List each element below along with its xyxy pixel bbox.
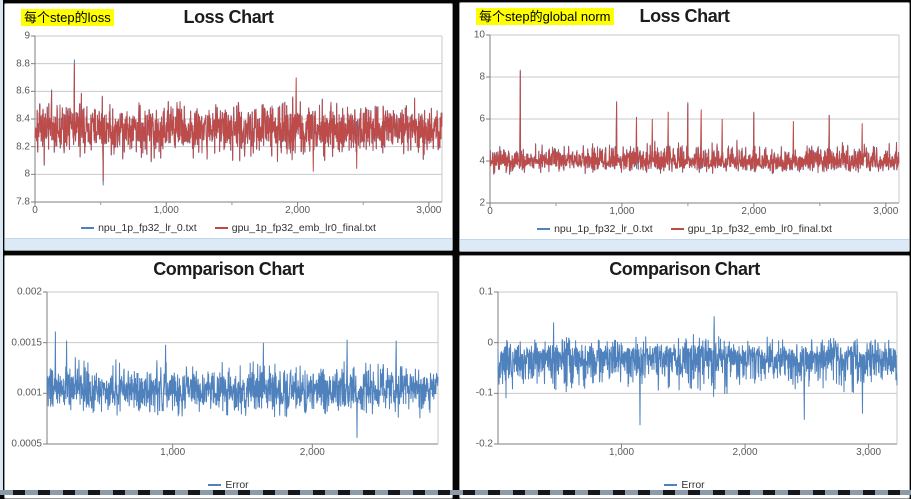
y-axis-tick-label: 8 xyxy=(479,71,485,83)
chart-title: Comparison Chart xyxy=(609,259,760,279)
plot-area: 0.1 0 -0.1 -0.2 1,000 2,000 3,000 xyxy=(476,287,898,458)
y-axis-tick-label: 0.002 xyxy=(16,286,42,298)
chart-canvas xyxy=(486,34,900,207)
series-gpu_1p_fp32_emb_lr0_final.txt xyxy=(34,63,443,182)
comparison-chart-panel-left: Comparison Chart 0.002 0.0015 0.001 0.0005 1… xyxy=(4,255,453,499)
series-Error xyxy=(46,331,439,438)
y-axis-tick-label: 0 xyxy=(487,337,493,349)
legend-item: Error xyxy=(208,479,249,491)
legend-line-marker xyxy=(537,228,551,230)
x-axis-tick-label: 2,000 xyxy=(732,447,758,458)
y-axis-tick-label: 0.0015 xyxy=(11,337,42,349)
chart-legend: npu_1p_fp32_lr_0.txt gpu_1p_fp32_emb_lr0_… xyxy=(5,222,452,234)
legend-label: gpu_1p_fp32_emb_lr0_final.txt xyxy=(687,223,832,235)
screenshot-bottom-dashed-edge xyxy=(0,490,911,495)
y-axis-tick-label: 8.2 xyxy=(16,141,30,153)
y-axis-tick-label: 2 xyxy=(479,197,485,209)
y-axis-tick-label: 4 xyxy=(479,155,485,167)
legend-item: npu_1p_fp32_lr_0.txt xyxy=(81,222,197,234)
x-axis-tick-label: 3,000 xyxy=(856,447,882,458)
legend-line-marker xyxy=(214,227,228,229)
y-axis-tick-label: -0.2 xyxy=(475,438,493,450)
x-axis-tick-label: 1,000 xyxy=(160,447,186,458)
loss-chart-panel-left: 每个step的loss Loss Chart 9 8.8 8.6 8.4 8.2 8 7.8… xyxy=(4,3,453,251)
legend-line-marker xyxy=(664,484,678,486)
legend-item: Error xyxy=(664,479,705,491)
y-axis-tick-label: 6 xyxy=(479,113,485,125)
chart-title: Loss Chart xyxy=(183,7,274,27)
y-axis-tick-label: 7.8 xyxy=(16,196,30,208)
x-axis-tick-label: 3,000 xyxy=(873,206,899,217)
chart-canvas xyxy=(43,291,439,448)
legend-item: gpu_1p_fp32_emb_lr0_final.txt xyxy=(214,222,376,234)
series-Error xyxy=(497,316,898,426)
loss-chart-panel-right: 每个step的global norm Loss Chart 10 8 6 4 2 0 1,0… xyxy=(459,2,910,252)
x-axis-tick-label: 1,000 xyxy=(153,205,179,216)
legend-line-marker xyxy=(208,484,222,486)
y-axis-tick-label: 8 xyxy=(24,168,30,180)
y-axis-tick-label: 8.6 xyxy=(16,85,30,97)
x-axis-tick-label: 3,000 xyxy=(416,205,442,216)
chart-canvas xyxy=(494,291,898,448)
y-axis-tick-label: 10 xyxy=(473,29,485,41)
chart-title: Comparison Chart xyxy=(153,259,304,279)
legend-label: Error xyxy=(225,479,249,491)
y-axis-tick-label: 8.8 xyxy=(16,58,30,70)
x-axis-tick-label: 0 xyxy=(32,205,38,216)
plot-area: 9 8.8 8.6 8.4 8.2 8 7.8 0 1,000 2,000 3,000 xyxy=(16,31,443,216)
x-axis-tick-label: 2,000 xyxy=(299,447,325,458)
panel-footer-strip xyxy=(5,238,452,250)
legend-label: npu_1p_fp32_lr_0.txt xyxy=(98,222,197,234)
legend-label: gpu_1p_fp32_emb_lr0_final.txt xyxy=(231,222,376,234)
y-axis-tick-label: 0.1 xyxy=(479,286,493,298)
legend-label: Error xyxy=(681,479,705,491)
legend-line-marker xyxy=(81,227,95,229)
x-axis-tick-label: 2,000 xyxy=(285,205,311,216)
chart-legend: Error xyxy=(5,479,452,491)
chart-title: Loss Chart xyxy=(639,6,730,26)
series-gpu_1p_fp32_emb_lr0_final.txt xyxy=(489,71,900,174)
x-axis-tick-label: 0 xyxy=(487,206,493,217)
y-axis-tick-label: -0.1 xyxy=(475,387,493,399)
x-axis-tick-label: 2,000 xyxy=(741,206,767,217)
chart-legend: Error xyxy=(460,479,909,491)
panel-footer-strip xyxy=(460,239,909,251)
legend-item: npu_1p_fp32_lr_0.txt xyxy=(537,223,653,235)
page-left-blue-strip xyxy=(0,0,3,495)
x-axis-tick-label: 1,000 xyxy=(609,206,635,217)
y-axis-tick-label: 0.001 xyxy=(16,387,42,399)
y-axis-tick-label: 9 xyxy=(24,30,30,42)
chart-legend: npu_1p_fp32_lr_0.txt gpu_1p_fp32_emb_lr0_… xyxy=(460,223,909,235)
y-axis-tick-label: 0.0005 xyxy=(11,438,42,450)
highlight-annotation: 每个step的loss xyxy=(21,9,114,26)
highlight-annotation: 每个step的global norm xyxy=(476,8,614,25)
legend-line-marker xyxy=(670,228,684,230)
plot-area: 0.002 0.0015 0.001 0.0005 1,000 2,000 xyxy=(11,287,439,458)
comparison-chart-panel-right: Comparison Chart 0.1 0 -0.1 -0.2 1,000 2,000 3… xyxy=(459,255,910,499)
legend-item: gpu_1p_fp32_emb_lr0_final.txt xyxy=(670,223,832,235)
chart-canvas xyxy=(31,35,443,206)
legend-label: npu_1p_fp32_lr_0.txt xyxy=(554,223,653,235)
x-axis-tick-label: 1,000 xyxy=(609,447,635,458)
y-axis-tick-label: 8.4 xyxy=(16,113,30,125)
plot-area: 10 8 6 4 2 0 1,000 2,000 3,000 xyxy=(474,30,900,217)
